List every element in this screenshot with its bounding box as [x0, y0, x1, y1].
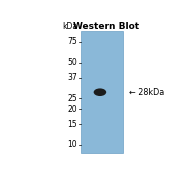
- Text: 15: 15: [67, 120, 77, 129]
- Text: 37: 37: [67, 73, 77, 82]
- Text: kDa: kDa: [62, 22, 77, 31]
- Text: 75: 75: [67, 37, 77, 46]
- Text: ← 28kDa: ← 28kDa: [129, 88, 164, 97]
- FancyBboxPatch shape: [81, 31, 123, 153]
- Text: 10: 10: [67, 140, 77, 149]
- Text: 50: 50: [67, 58, 77, 67]
- Text: 20: 20: [67, 105, 77, 114]
- Text: 25: 25: [67, 94, 77, 103]
- Text: Western Blot: Western Blot: [73, 22, 139, 31]
- Ellipse shape: [94, 88, 106, 96]
